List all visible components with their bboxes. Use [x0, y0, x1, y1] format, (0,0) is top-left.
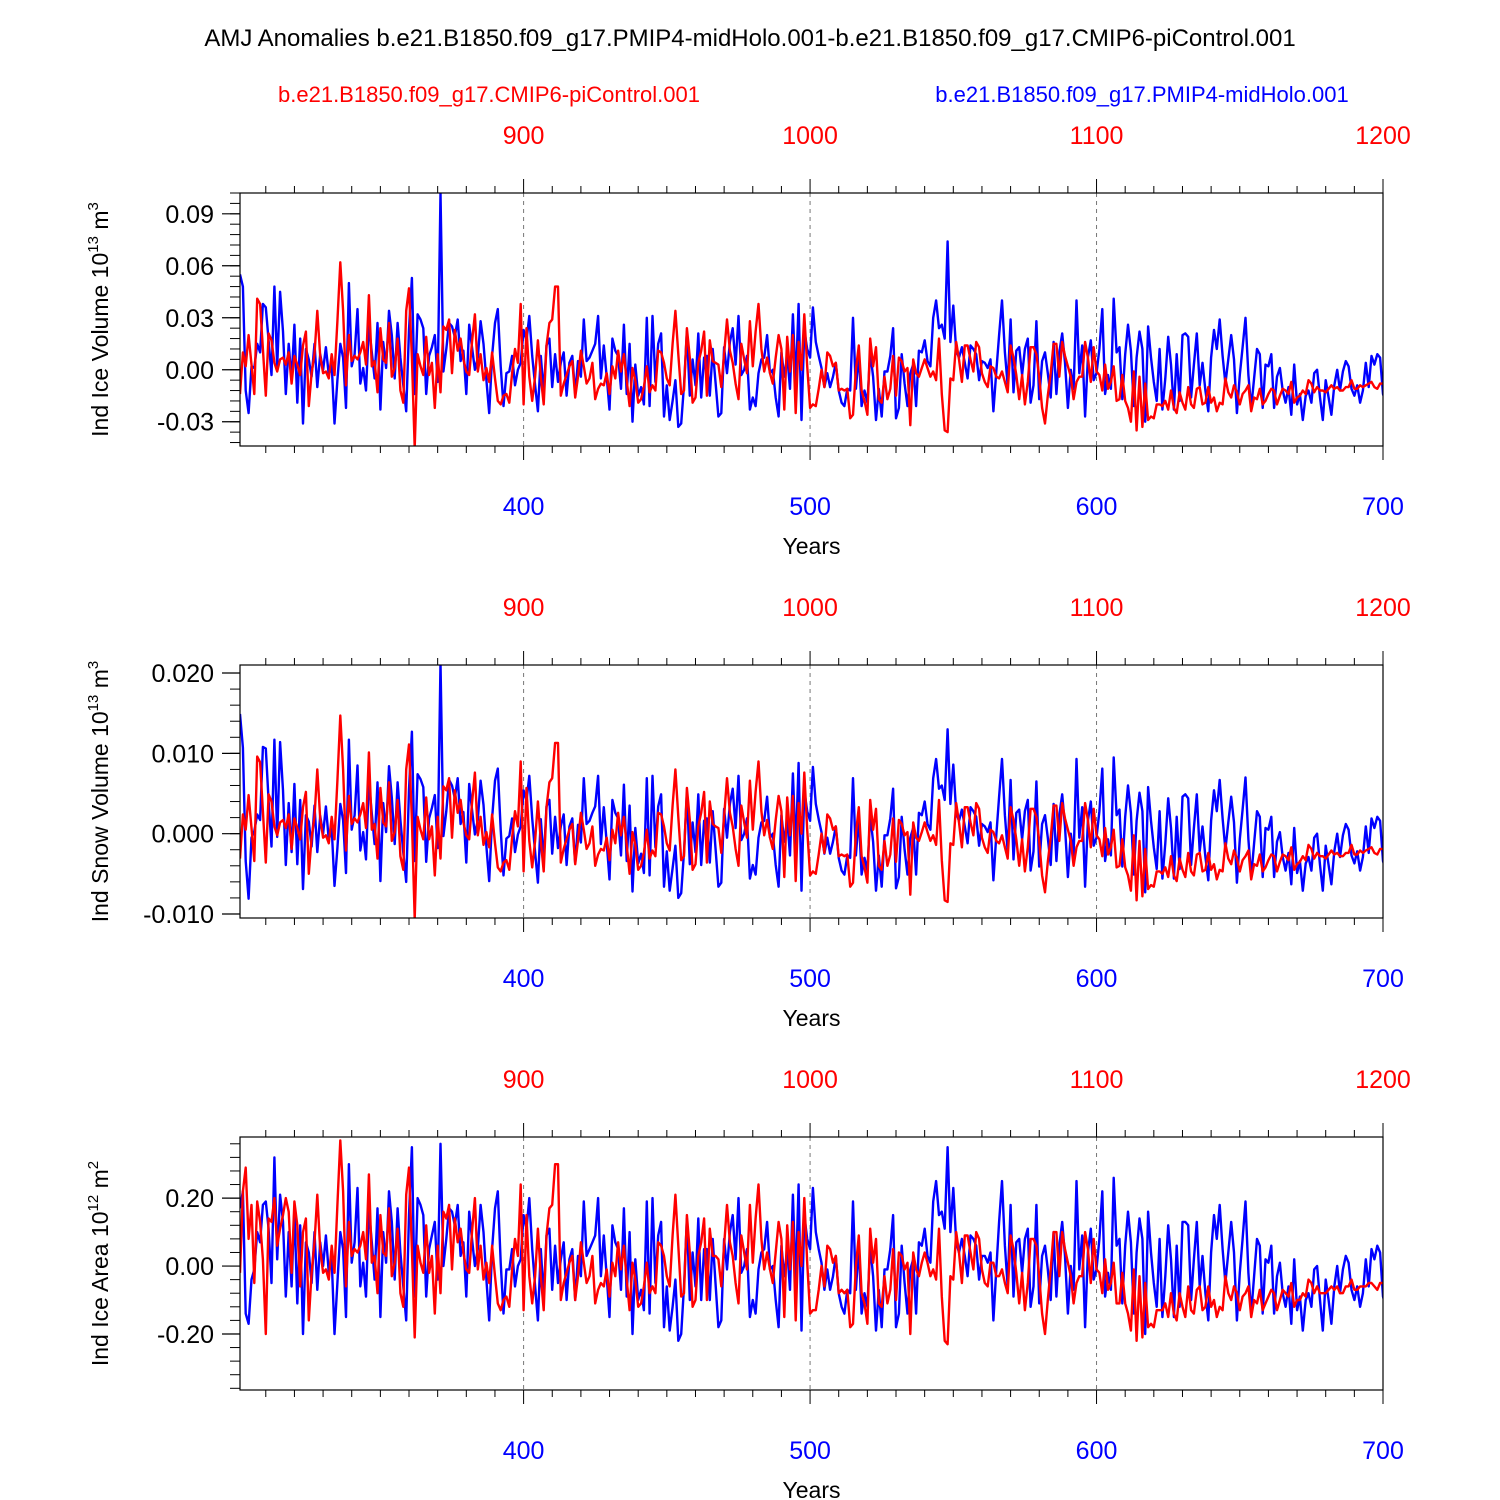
figure-title: AMJ Anomalies b.e21.B1850.f09_g17.PMIP4-…: [204, 25, 1295, 52]
y-axis-label: Ind Ice Volume 1013 m3: [85, 202, 113, 437]
x-bottom-tick-label: 400: [503, 965, 545, 993]
series-midholo-line: [240, 193, 1383, 429]
x-top-tick-label: 1200: [1355, 122, 1411, 150]
chart-panel-1: -0.03 0.00 0.03 0.06 0.09 400 500 600 700 900 1000…: [85, 122, 1411, 559]
plot-frame: [239, 664, 1384, 919]
x-top-tick-label: 1000: [782, 122, 838, 150]
x-top-tick-label: 1000: [782, 594, 838, 622]
x-top-tick-label: 1100: [1070, 1066, 1124, 1094]
legend-control-label: b.e21.B1850.f09_g17.CMIP6-piControl.001: [278, 82, 700, 107]
series-picontrol-line: [240, 1139, 1383, 1346]
plot-frame: [239, 192, 1384, 447]
y-tick-label: 0.06: [165, 253, 214, 281]
x-bottom-tick-label: 600: [1076, 493, 1118, 521]
y-tick-label: -0.010: [143, 901, 214, 929]
y-axis-label: Ind Ice Area 1012 m2: [85, 1161, 113, 1366]
y-tick-label: -0.20: [157, 1321, 214, 1349]
y-tick-label: 0.000: [151, 821, 214, 849]
x-axis-label: Years: [783, 533, 841, 559]
x-top-tick-label: 900: [503, 594, 545, 622]
y-tick-label: 0.00: [165, 357, 214, 385]
x-bottom-tick-label: 600: [1076, 1437, 1118, 1465]
y-tick-label: 0.00: [165, 1253, 214, 1281]
x-top-tick-label: 900: [503, 1066, 545, 1094]
x-top-tick-label: 1200: [1355, 594, 1411, 622]
chart-panel-3: -0.20 0.00 0.20 400 500 600 700 900 1000 1100 1200…: [85, 1066, 1411, 1500]
y-tick-label: 0.010: [151, 740, 214, 768]
x-top-tick-label: 900: [503, 122, 545, 150]
x-bottom-tick-label: 700: [1362, 965, 1404, 993]
x-bottom-tick-label: 400: [503, 1437, 545, 1465]
x-bottom-tick-label: 600: [1076, 965, 1118, 993]
chart-panel-2: -0.010 0.000 0.010 0.020 400 500 600 700 900 1000…: [85, 594, 1411, 1031]
y-tick-label: 0.09: [165, 201, 214, 229]
x-bottom-tick-label: 500: [789, 1437, 831, 1465]
series-picontrol-line: [240, 261, 1383, 446]
legend-holo-label: b.e21.B1850.f09_g17.PMIP4-midHolo.001: [935, 82, 1348, 107]
series-midholo-line: [240, 665, 1383, 900]
y-tick-label: 0.020: [151, 660, 214, 688]
x-top-tick-label: 1200: [1355, 1066, 1411, 1094]
series-midholo-line: [240, 1142, 1383, 1343]
y-axis-label: Ind Snow Volume 1013 m3: [85, 661, 113, 923]
plot-frame: [239, 1136, 1384, 1391]
x-bottom-tick-label: 700: [1362, 1437, 1404, 1465]
x-axis-label: Years: [783, 1005, 841, 1031]
x-bottom-tick-label: 400: [503, 493, 545, 521]
x-top-tick-label: 1000: [782, 1066, 838, 1094]
y-tick-label: 0.03: [165, 305, 214, 333]
x-bottom-tick-label: 500: [789, 493, 831, 521]
series-picontrol-line: [240, 714, 1383, 918]
y-tick-label: -0.03: [157, 409, 214, 437]
x-bottom-tick-label: 700: [1362, 493, 1404, 521]
x-axis-label: Years: [783, 1477, 841, 1500]
x-top-tick-label: 1100: [1070, 122, 1124, 150]
x-top-tick-label: 1100: [1070, 594, 1124, 622]
y-tick-label: 0.20: [165, 1185, 214, 1213]
x-bottom-tick-label: 500: [789, 965, 831, 993]
